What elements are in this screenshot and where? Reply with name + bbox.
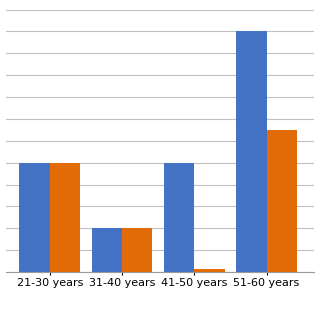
Bar [236, 31, 267, 272]
Bar [20, 163, 50, 272]
Bar [164, 163, 194, 272]
Bar [267, 130, 297, 272]
Bar [122, 228, 152, 272]
Bar [194, 269, 225, 272]
Bar [50, 163, 80, 272]
Bar [92, 228, 122, 272]
